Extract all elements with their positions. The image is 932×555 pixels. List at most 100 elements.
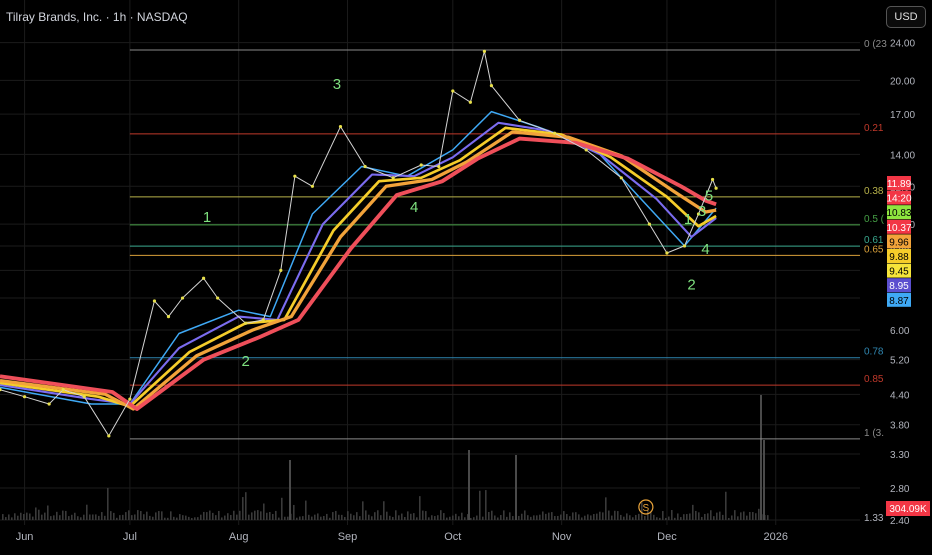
volume-bar <box>170 511 172 520</box>
price-point <box>338 125 343 129</box>
wave-label: 1 <box>203 209 211 226</box>
volume-bar <box>515 455 517 520</box>
volume-bar <box>680 517 682 520</box>
moving-average-line <box>0 130 717 411</box>
volume-bar <box>728 517 730 520</box>
volume-bar <box>275 510 277 520</box>
volume-bar <box>713 516 715 520</box>
volume-bar <box>5 517 7 520</box>
time-axis[interactable]: Jun Jul Aug Sep Oct Nov Dec 2026 <box>16 531 788 543</box>
volume-bar <box>32 516 34 520</box>
volume-bar <box>101 512 103 520</box>
fibonacci-retracement[interactable]: 0 (23 0.21 0.38 0.5 (0.610.65 0.78 0.85 1 (3. <box>129 39 887 440</box>
volume-bar <box>734 510 736 520</box>
volume-bar <box>149 515 151 520</box>
price-point <box>310 184 315 188</box>
y-tick-label: 5.20 <box>890 356 910 367</box>
fib-level-label: 0 (23 <box>864 39 887 50</box>
volume-bar <box>233 510 235 520</box>
volume-bar <box>137 510 139 520</box>
y-tick-label: 4.40 <box>890 390 910 401</box>
volume-bar <box>38 509 40 520</box>
volume-bar <box>329 517 331 520</box>
volume-bar <box>320 516 322 520</box>
volume-bar <box>692 504 694 520</box>
volume-bar <box>242 497 244 520</box>
volume-bar <box>332 512 334 520</box>
volume-bar <box>314 514 316 520</box>
wave-label: 2 <box>242 353 250 370</box>
volume-bar <box>425 511 427 520</box>
volume-bar <box>509 512 511 520</box>
volume-bar <box>551 512 553 520</box>
volume-bar <box>11 517 13 520</box>
price-point <box>166 315 171 319</box>
volume-bar <box>437 515 439 520</box>
volume-badge <box>886 501 930 516</box>
volume-bar <box>287 516 289 520</box>
volume-bar <box>56 511 58 520</box>
price-point <box>107 434 111 438</box>
volume-bar <box>491 510 493 520</box>
volume-bar <box>29 513 31 520</box>
volume-bar <box>665 517 667 520</box>
volume-bar <box>635 514 637 520</box>
volume-bar <box>305 500 307 520</box>
volume-bar <box>371 516 373 520</box>
volume-bar <box>506 516 508 520</box>
fib-level-label: 0.5 ( <box>864 214 885 225</box>
volume-bar <box>92 514 94 520</box>
price-point <box>82 395 86 399</box>
volume-bar <box>260 511 262 520</box>
volume-bar <box>143 514 145 520</box>
volume-bar <box>389 515 391 520</box>
fib-level-label: 0.21 <box>864 123 884 134</box>
volume-bar <box>221 517 223 520</box>
volume-bar <box>194 517 196 520</box>
volume-bar <box>518 515 520 520</box>
volume-bar <box>80 517 82 520</box>
price-badge <box>887 234 911 249</box>
volume-bar <box>464 517 466 520</box>
volume-bar <box>50 516 52 520</box>
volume-bar <box>455 513 457 520</box>
volume-bar <box>632 517 634 520</box>
volume-bar <box>359 516 361 520</box>
price-point <box>553 131 557 135</box>
volume-bar <box>578 514 580 520</box>
volume-bar <box>719 511 721 520</box>
volume-bar <box>743 511 745 520</box>
volume-bar <box>293 504 295 520</box>
volume-bar <box>263 503 265 520</box>
volume-bar <box>188 516 190 520</box>
volume-bar <box>584 515 586 520</box>
volume-bar <box>248 514 250 520</box>
price-point <box>391 176 395 180</box>
volume-bar <box>152 516 154 520</box>
volume-bar <box>257 510 259 520</box>
volume-bar <box>611 515 613 520</box>
volume-bar <box>86 504 88 520</box>
volume-bar <box>482 516 484 520</box>
price-point <box>468 100 472 104</box>
currency-button[interactable]: USD <box>886 6 926 28</box>
volume-bar <box>593 514 595 520</box>
volume-bar <box>662 511 664 520</box>
volume-bar <box>740 512 742 520</box>
wave-label: 1 <box>684 211 692 228</box>
volume-bar <box>128 510 130 520</box>
price-badge <box>887 219 911 234</box>
price-badge-text: 8.87 <box>889 296 909 307</box>
x-tick-label: Jul <box>123 531 137 543</box>
volume-bar <box>401 513 403 520</box>
volume-bar <box>416 517 418 520</box>
price-series <box>0 49 718 438</box>
volume-bar <box>176 517 178 520</box>
volume-bar <box>269 511 271 520</box>
volume-bar <box>140 511 142 520</box>
volume-bar <box>560 514 562 520</box>
volume-bar <box>167 517 169 520</box>
dividend-marker-label: S <box>643 503 650 514</box>
